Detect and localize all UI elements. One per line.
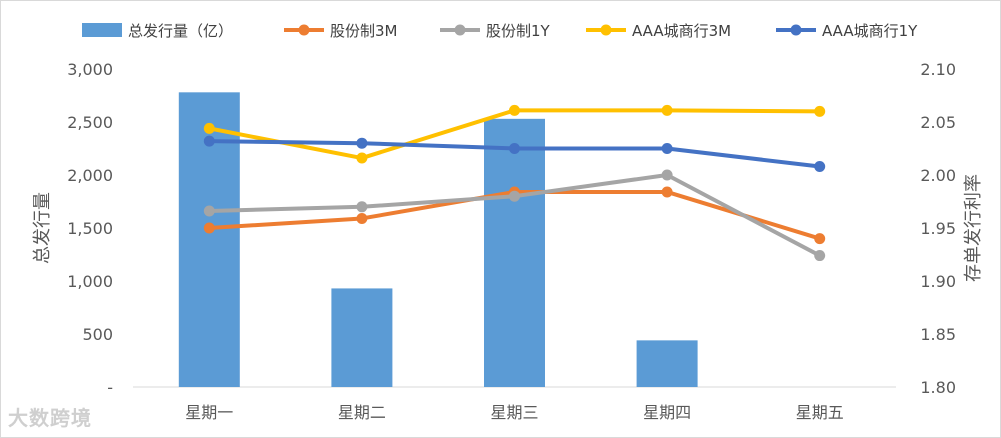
series-1-point bbox=[203, 222, 215, 234]
y-left-tick-label: 1,500 bbox=[67, 219, 113, 238]
series-4-point bbox=[661, 143, 673, 154]
y-right-tick-label: 2.00 bbox=[920, 166, 956, 185]
bar-2 bbox=[331, 288, 393, 387]
series-1-point bbox=[661, 186, 673, 198]
series-3-point bbox=[509, 104, 520, 116]
series-3-point bbox=[814, 105, 826, 117]
series-4-point bbox=[814, 161, 826, 173]
y-right-tick-label: 1.85 bbox=[920, 325, 956, 344]
y-right-tick-label: 1.80 bbox=[920, 378, 956, 397]
series-1-point bbox=[356, 212, 368, 224]
y-left-tick-label: 2,500 bbox=[67, 113, 113, 132]
legend-label: 总发行量（亿） bbox=[128, 22, 233, 40]
legend-swatch-marker bbox=[454, 24, 466, 36]
y-left-tick-label: 2,000 bbox=[67, 166, 113, 185]
y-left-tick-label: 500 bbox=[82, 325, 113, 344]
y-right-title: 存单发行利率 bbox=[963, 174, 984, 282]
series-2-point bbox=[814, 250, 826, 262]
series-4-point bbox=[509, 143, 520, 154]
y-left-tick-label: - bbox=[107, 378, 113, 397]
y-right-tick-label: 1.95 bbox=[920, 219, 956, 238]
x-tick-label: 星期一 bbox=[185, 403, 233, 422]
series-3-point bbox=[661, 104, 673, 116]
y-right-tick-label: 2.10 bbox=[920, 60, 956, 79]
legend-swatch-marker bbox=[790, 24, 802, 36]
y-right-tick-label: 2.05 bbox=[920, 113, 956, 132]
series-3-point bbox=[356, 152, 368, 164]
bar-4 bbox=[636, 340, 698, 387]
legend-label: AAA城商行1Y bbox=[822, 22, 918, 40]
legend-swatch-marker bbox=[600, 24, 612, 36]
x-axis-labels: 星期一 星期二 星期三 星期四 星期五 bbox=[185, 403, 843, 422]
bar-3 bbox=[484, 118, 545, 387]
y-right-tick-label: 1.90 bbox=[920, 272, 956, 291]
y-left-tick-label: 3,000 bbox=[67, 60, 113, 79]
y-left-title: 总发行量 bbox=[32, 192, 53, 264]
legend-label: 股份制1Y bbox=[486, 22, 551, 40]
y-left-tick-label: 1,000 bbox=[67, 272, 113, 291]
series-4-point bbox=[203, 135, 215, 147]
watermark-logo: 大数跨境 bbox=[8, 406, 92, 430]
series-2-point bbox=[509, 190, 520, 202]
x-tick-label: 星期四 bbox=[643, 403, 691, 422]
legend-label: 股份制3M bbox=[330, 22, 398, 40]
x-tick-label: 星期二 bbox=[338, 403, 386, 422]
right-axis: 1.80 1.85 1.90 1.95 2.00 2.05 2.10 bbox=[920, 60, 956, 397]
series-2-point bbox=[356, 201, 368, 213]
series-1-point bbox=[814, 233, 826, 245]
x-tick-label: 星期五 bbox=[796, 403, 844, 422]
legend-swatch-marker bbox=[298, 24, 310, 36]
legend-swatch-bar bbox=[82, 23, 122, 37]
legend-label: AAA城商行3M bbox=[632, 22, 731, 40]
x-tick-label: 星期三 bbox=[490, 403, 538, 422]
series-3-point bbox=[203, 122, 215, 134]
series-2-point bbox=[203, 205, 215, 217]
legend: 总发行量（亿） 股份制3M 股份制1Y AAA城商行3M AAA城商行1Y bbox=[82, 22, 918, 40]
series-2-point bbox=[661, 169, 673, 181]
line-series bbox=[203, 104, 826, 262]
series-4-point bbox=[356, 137, 368, 149]
left-axis: - 500 1,000 1,500 2,000 2,500 3,000 bbox=[67, 60, 113, 397]
